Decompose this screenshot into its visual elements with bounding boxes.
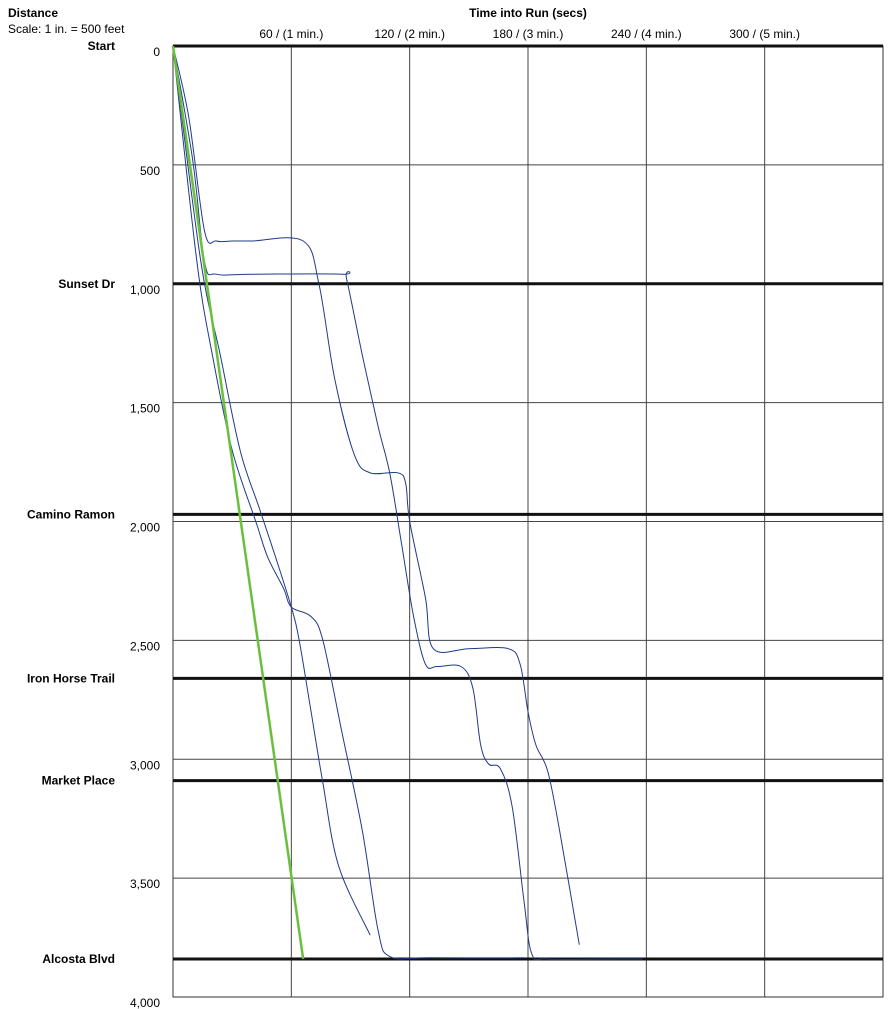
x-tick-label: 180 / (3 min.) bbox=[493, 27, 564, 41]
street-label: Iron Horse Trail bbox=[27, 671, 115, 685]
x-tick-label: 120 / (2 min.) bbox=[374, 27, 445, 41]
y-tick-label: 3,000 bbox=[130, 758, 160, 772]
trajectory-line bbox=[172, 45, 643, 961]
scale-note: Scale: 1 in. = 500 feet bbox=[8, 22, 125, 36]
trajectory-line bbox=[172, 45, 580, 945]
y-tick-label: 1,500 bbox=[130, 402, 160, 416]
street-label: Start bbox=[88, 39, 115, 53]
y-tick-label: 4,000 bbox=[130, 996, 160, 1009]
y-tick-label: 1,000 bbox=[130, 283, 160, 297]
trajectory-line bbox=[172, 45, 525, 960]
y-tick-label: 3,500 bbox=[130, 877, 160, 891]
y-tick-label: 2,500 bbox=[130, 639, 160, 653]
street-label: Sunset Dr bbox=[58, 277, 115, 291]
reference-line-group bbox=[171, 45, 305, 960]
x-tick-label: 60 / (1 min.) bbox=[259, 27, 323, 41]
y-tick-labels: 0 500 1,000 1,500 2,000 2,500 3,000 3,500 4,000 bbox=[130, 45, 160, 1009]
x-tick-label: 240 / (4 min.) bbox=[611, 27, 682, 41]
street-label: Market Place bbox=[42, 774, 116, 788]
x-axis-title: Time into Run (secs) bbox=[469, 6, 587, 20]
grid-lines bbox=[173, 46, 883, 997]
x-tick-labels: 60 / (1 min.) 120 / (2 min.) 180 / (3 min.… bbox=[259, 27, 800, 41]
street-label: Camino Ramon bbox=[27, 507, 115, 521]
y-tick-label: 500 bbox=[140, 164, 160, 178]
trajectory-series bbox=[172, 45, 643, 961]
x-tick-label: 300 / (5 min.) bbox=[729, 27, 800, 41]
trajectory-line bbox=[172, 45, 371, 936]
y-tick-label: 2,000 bbox=[130, 521, 160, 535]
street-label: Alcosta Blvd bbox=[42, 952, 115, 966]
y-tick-label: 0 bbox=[153, 45, 160, 59]
y-axis-title: Distance bbox=[8, 6, 58, 20]
street-lines: Start Sunset Dr Camino Ramon Iron Horse Tra… bbox=[27, 39, 883, 966]
reference-line bbox=[171, 45, 305, 960]
